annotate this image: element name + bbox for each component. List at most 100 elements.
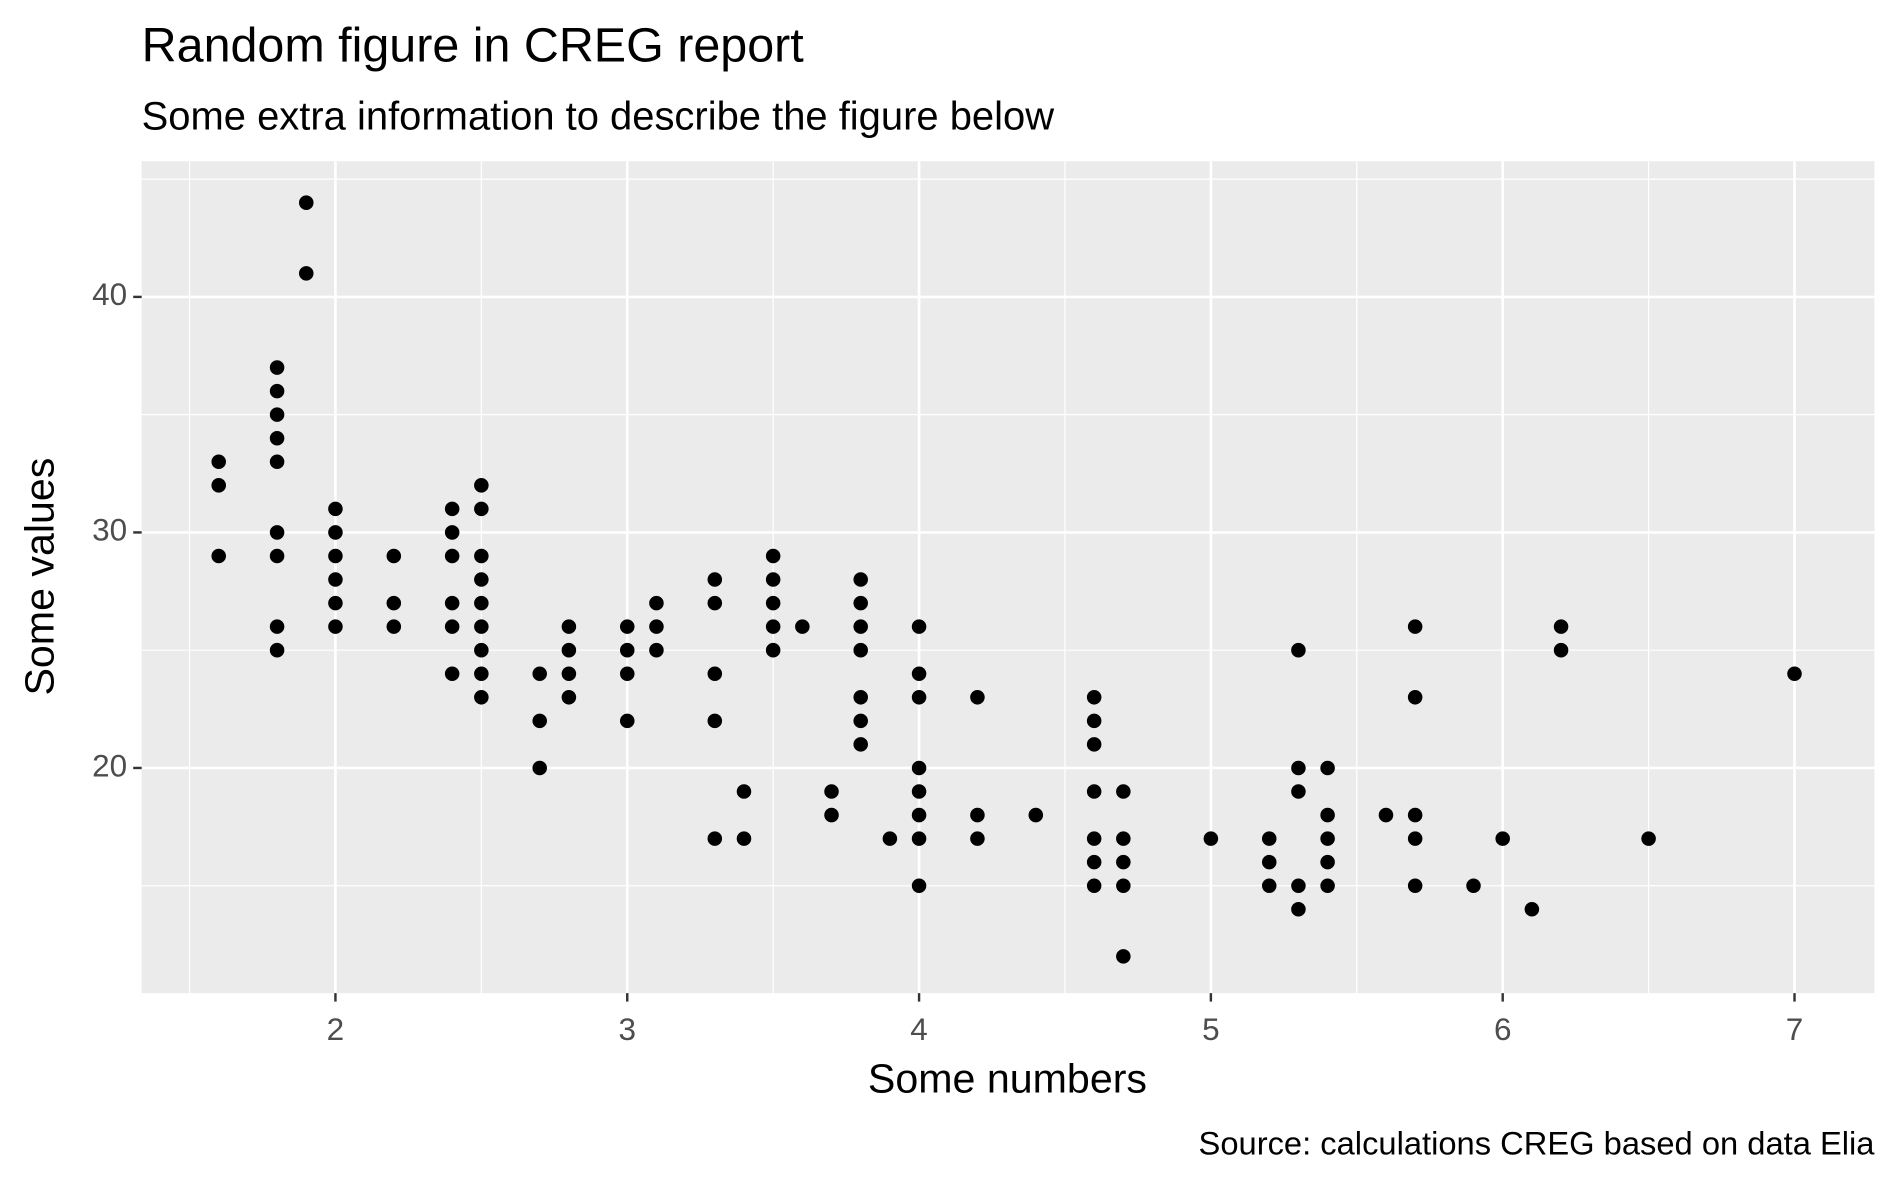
data-point xyxy=(707,713,723,729)
data-point xyxy=(444,666,460,682)
data-point xyxy=(328,548,343,564)
data-point xyxy=(1378,807,1394,823)
data-point xyxy=(1524,902,1540,917)
data-point xyxy=(1407,807,1423,823)
data-point xyxy=(970,831,985,846)
data-point xyxy=(474,595,489,611)
data-point xyxy=(532,760,547,776)
y-tick-label: 40 xyxy=(92,277,127,312)
data-point xyxy=(269,430,285,446)
data-point xyxy=(619,619,635,634)
data-point xyxy=(1291,760,1306,776)
data-point xyxy=(1291,784,1306,799)
data-point xyxy=(649,642,664,658)
data-point xyxy=(1553,619,1569,634)
data-point xyxy=(1261,831,1277,846)
data-point xyxy=(970,807,985,823)
data-point xyxy=(328,501,343,517)
data-point xyxy=(474,666,489,682)
data-point xyxy=(1466,878,1481,893)
data-point xyxy=(298,195,314,210)
data-point xyxy=(911,760,927,776)
data-point xyxy=(561,666,577,682)
data-point xyxy=(328,525,343,540)
data-point xyxy=(1086,854,1102,870)
data-point xyxy=(1116,784,1131,799)
data-point xyxy=(211,548,226,564)
chart-subtitle: Some extra information to describe the f… xyxy=(142,94,1055,138)
data-point xyxy=(444,501,460,517)
data-point xyxy=(561,619,577,634)
data-point xyxy=(765,619,781,634)
data-point xyxy=(853,619,868,634)
data-point xyxy=(386,595,402,611)
data-point xyxy=(1291,902,1306,917)
data-point xyxy=(970,690,985,705)
data-point xyxy=(882,831,898,846)
data-point xyxy=(911,619,927,634)
data-point xyxy=(444,595,460,611)
data-point xyxy=(824,807,839,823)
data-point xyxy=(1320,831,1335,846)
data-point xyxy=(795,619,810,634)
data-point xyxy=(765,572,781,587)
data-point xyxy=(853,572,868,587)
panel-background xyxy=(141,161,1875,994)
data-point xyxy=(853,737,868,752)
data-point xyxy=(1291,642,1306,658)
data-point xyxy=(707,595,723,611)
data-point xyxy=(911,784,927,799)
data-point xyxy=(298,266,314,281)
data-point xyxy=(328,572,343,587)
x-tick-label: 6 xyxy=(1494,1012,1512,1047)
data-point xyxy=(269,619,285,634)
data-point xyxy=(269,454,285,470)
x-tick-label: 2 xyxy=(327,1012,345,1047)
data-point xyxy=(211,478,226,493)
data-point xyxy=(1553,642,1569,658)
data-point xyxy=(1407,619,1423,634)
data-point xyxy=(707,831,723,846)
data-point xyxy=(619,642,635,658)
data-point xyxy=(269,642,285,658)
data-point xyxy=(532,713,547,729)
x-tick-label: 4 xyxy=(910,1012,928,1047)
data-point xyxy=(853,595,868,611)
y-axis-label: Some values xyxy=(16,458,62,696)
data-point xyxy=(269,525,285,540)
data-point xyxy=(736,784,752,799)
y-tick-label: 30 xyxy=(92,513,127,548)
data-point xyxy=(474,572,489,587)
data-point xyxy=(853,642,868,658)
data-point xyxy=(1407,690,1423,705)
data-point xyxy=(444,548,460,564)
data-point xyxy=(1116,878,1131,893)
data-point xyxy=(1116,831,1131,846)
x-tick-label: 5 xyxy=(1202,1012,1220,1047)
data-point xyxy=(1495,831,1510,846)
data-point xyxy=(444,525,460,540)
data-point xyxy=(328,619,343,634)
data-point xyxy=(853,713,868,729)
data-point xyxy=(561,690,577,705)
data-point xyxy=(1116,854,1131,870)
data-point xyxy=(1787,666,1802,682)
data-point xyxy=(1641,831,1656,846)
data-point xyxy=(1028,807,1044,823)
data-point xyxy=(328,595,343,611)
data-point xyxy=(1086,878,1102,893)
data-point xyxy=(1320,760,1335,776)
data-point xyxy=(1320,807,1335,823)
caption: Source: calculations CREG based on data … xyxy=(1199,1124,1876,1161)
data-point xyxy=(1086,737,1102,752)
data-point xyxy=(1261,878,1277,893)
y-tick-label: 20 xyxy=(92,748,127,783)
data-point xyxy=(707,666,723,682)
data-point xyxy=(474,501,489,517)
data-point xyxy=(1086,831,1102,846)
x-axis-label: Some numbers xyxy=(868,1055,1147,1101)
data-point xyxy=(474,690,489,705)
data-point xyxy=(1086,690,1102,705)
data-point xyxy=(911,690,927,705)
data-point xyxy=(911,666,927,682)
